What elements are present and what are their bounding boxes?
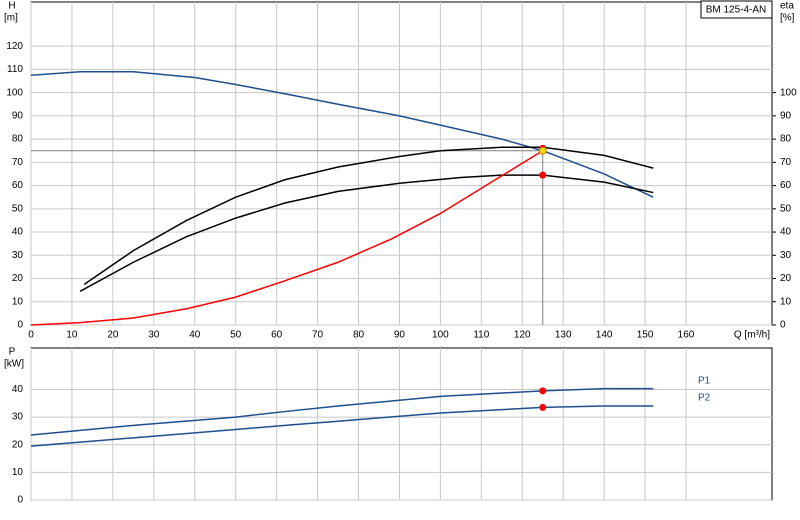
y2-tick-label: 0 — [780, 320, 786, 331]
x-tick-label: 50 — [230, 330, 242, 341]
y-tick-label: 30 — [12, 412, 24, 423]
model-box — [700, 0, 773, 19]
series-label: P2 — [698, 393, 711, 404]
y-tick-label: 0 — [17, 495, 23, 506]
y2-tick-label: 90 — [780, 111, 792, 122]
y2-tick-label: 40 — [780, 227, 792, 238]
curve — [30, 150, 544, 326]
y-axis-label: P — [9, 347, 16, 358]
marker — [539, 387, 547, 395]
y-tick-label: 70 — [12, 157, 24, 168]
y2-tick-label: 80 — [780, 134, 792, 145]
y-tick-label: 20 — [12, 273, 24, 284]
y2-tick-label: 100 — [780, 87, 797, 98]
marker — [539, 171, 547, 179]
x-tick-label: 80 — [353, 330, 365, 341]
x-tick-label: 130 — [555, 330, 572, 341]
x-tick-label: 100 — [432, 330, 449, 341]
y2-tick-label: 50 — [780, 203, 792, 214]
y-tick-label: 0 — [17, 320, 23, 331]
marker — [539, 403, 547, 411]
plot-frame — [30, 1, 773, 326]
series-label: P1 — [698, 375, 711, 386]
x-axis-label: Q [m³/h] — [734, 330, 770, 341]
x-tick-label: 120 — [514, 330, 531, 341]
y-tick-label: 100 — [6, 87, 23, 98]
y2-axis-label: eta — [780, 1, 794, 12]
y2-axis-unit: [%] — [780, 13, 795, 24]
y-tick-label: 80 — [12, 134, 24, 145]
y-tick-label: 120 — [6, 41, 23, 52]
x-tick-label: 150 — [637, 330, 654, 341]
x-tick-label: 0 — [28, 330, 34, 341]
y-tick-label: 40 — [12, 227, 24, 238]
x-tick-label: 30 — [148, 330, 160, 341]
y2-tick-label: 10 — [780, 296, 792, 307]
curve — [30, 70, 654, 198]
x-tick-label: 160 — [678, 330, 695, 341]
y-tick-label: 40 — [12, 384, 24, 395]
y-tick-label: 110 — [7, 64, 23, 75]
x-tick-label: 60 — [271, 330, 283, 341]
x-tick-label: 20 — [107, 330, 119, 341]
y2-tick-label: 60 — [780, 180, 792, 191]
x-tick-label: 10 — [66, 330, 78, 341]
x-tick-label: 110 — [473, 330, 489, 341]
y-axis-unit: [kW] — [4, 359, 24, 370]
x-tick-label: 140 — [596, 330, 613, 341]
x-tick-label: 40 — [189, 330, 201, 341]
x-tick-label: 70 — [312, 330, 324, 341]
model-label: BM 125-4-AN — [706, 5, 767, 16]
y-tick-label: 60 — [12, 180, 24, 191]
y-tick-label: 10 — [12, 296, 24, 307]
y-axis-unit: [m] — [4, 13, 18, 24]
y2-tick-label: 70 — [780, 157, 792, 168]
marker — [538, 146, 547, 155]
y-axis-label: H — [8, 1, 15, 12]
y-tick-label: 50 — [12, 203, 24, 214]
curve — [30, 405, 654, 447]
x-tick-label: 90 — [394, 330, 406, 341]
y-tick-label: 90 — [12, 111, 24, 122]
curve — [83, 146, 654, 285]
y2-tick-label: 30 — [780, 250, 792, 261]
curve — [79, 174, 654, 292]
curve — [30, 387, 654, 436]
y-tick-label: 10 — [12, 467, 24, 478]
y-tick-label: 30 — [12, 250, 24, 261]
y-tick-label: 20 — [12, 439, 24, 450]
y2-tick-label: 20 — [780, 273, 792, 284]
